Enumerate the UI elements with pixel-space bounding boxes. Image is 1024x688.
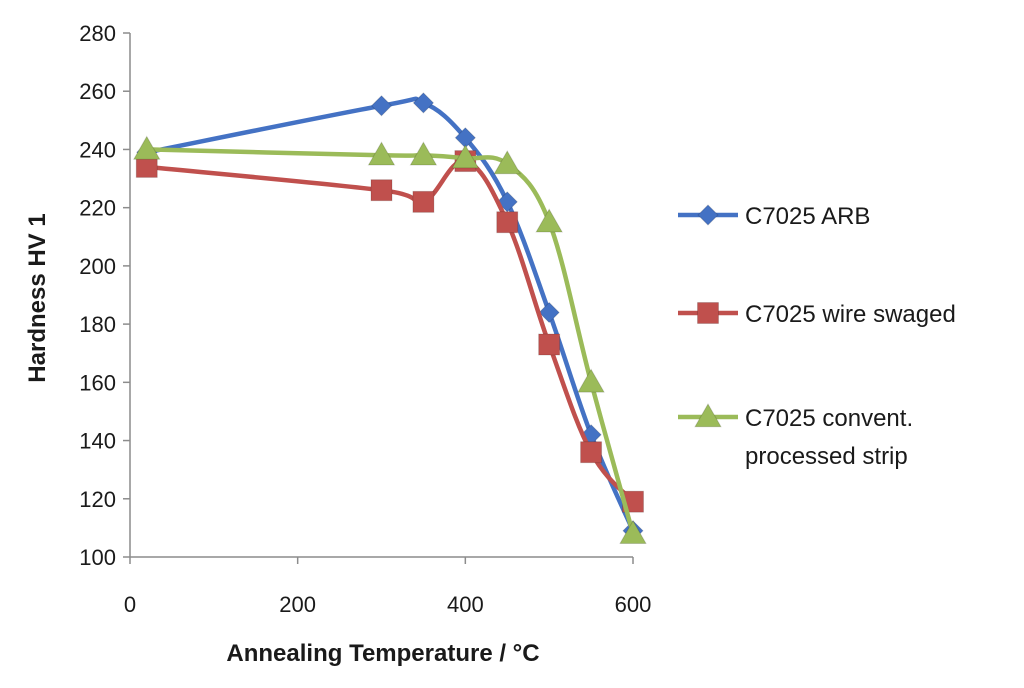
- data-point: [577, 368, 605, 393]
- y-tick-label: 280: [79, 21, 116, 46]
- data-point: [493, 149, 522, 175]
- legend-item-arb: C7025 ARB: [678, 203, 870, 230]
- data-point: [496, 211, 519, 234]
- series-convent-strip: [132, 135, 647, 544]
- x-tick-label: 0: [124, 592, 136, 617]
- y-tick-label: 100: [79, 545, 116, 570]
- legend-swatch-marker: [694, 402, 722, 428]
- data-point: [619, 519, 647, 544]
- data-point: [451, 144, 480, 169]
- axes: [129, 33, 633, 558]
- legend-item-wire-swaged: C7025 wire swaged: [678, 301, 956, 328]
- y-tick-label: 120: [79, 487, 116, 512]
- series-line-wire-swaged: [144, 158, 636, 504]
- series-wire-swaged: [135, 150, 644, 513]
- legend-swatch-marker: [697, 302, 719, 324]
- data-point: [370, 179, 393, 202]
- data-point: [412, 92, 435, 114]
- legend-label: processed strip: [745, 443, 908, 470]
- data-point: [580, 441, 603, 464]
- y-tick-label: 140: [79, 429, 116, 454]
- x-tick-label: 600: [615, 592, 652, 617]
- legend-item-convent-strip: C7025 convent. processed strip: [678, 402, 913, 470]
- legend-label: C7025 convent.: [745, 405, 913, 432]
- data-point: [367, 141, 396, 166]
- x-axis-title: Annealing Temperature / °C: [226, 640, 539, 667]
- x-tick-label: 400: [447, 592, 484, 617]
- y-tick-label: 240: [79, 137, 116, 162]
- legend: C7025 ARB C7025 wire swaged C7025 convent.…: [678, 203, 956, 470]
- y-tick-label: 200: [79, 254, 116, 279]
- data-point: [538, 301, 560, 324]
- legend-label: C7025 wire swaged: [745, 301, 956, 328]
- y-tick-label: 260: [79, 79, 116, 104]
- y-tick-label: 180: [79, 312, 116, 337]
- y-axis-ticks: 100 120 140 160 180 200 220 240 260 280: [79, 21, 130, 570]
- y-tick-label: 160: [79, 370, 116, 395]
- data-point: [538, 333, 561, 356]
- legend-swatch-marker: [697, 204, 719, 226]
- data-point: [412, 190, 435, 213]
- series-line-arb: [144, 96, 636, 534]
- y-axis-title: Hardness HV 1: [24, 213, 51, 382]
- x-axis-ticks: 0 200 400 600: [124, 557, 651, 617]
- x-tick-label: 200: [279, 592, 316, 617]
- data-point: [132, 135, 161, 160]
- legend-label: C7025 ARB: [745, 203, 870, 230]
- data-point: [535, 208, 564, 233]
- y-tick-label: 220: [79, 196, 116, 221]
- data-point: [370, 95, 393, 117]
- series-layer: [132, 92, 647, 544]
- data-point: [409, 141, 438, 166]
